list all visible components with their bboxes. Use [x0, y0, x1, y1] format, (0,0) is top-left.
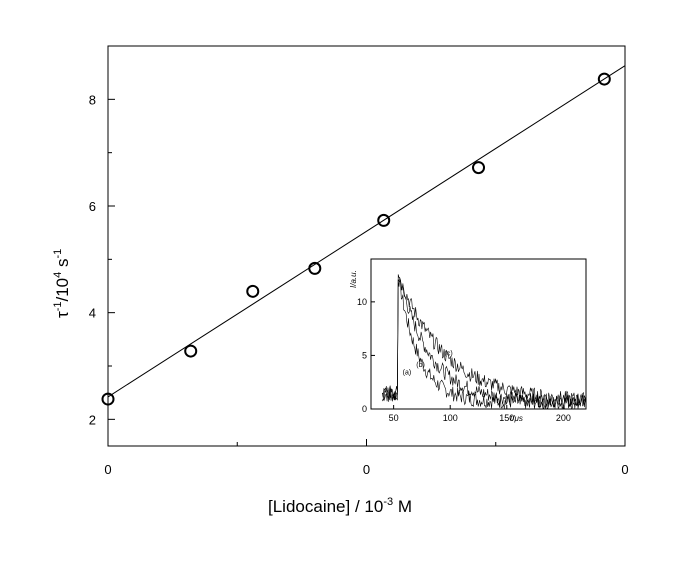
inset-y-tick-label: 5 [362, 350, 367, 360]
main-ticks: 0 0 0 2 4 6 8 [89, 45, 629, 477]
y-axis-title-exp2: 4 [52, 272, 64, 278]
y-axis-title-mid: /10 [53, 278, 72, 302]
x-axis-title-unit: M [393, 497, 412, 516]
inset-traces [382, 274, 587, 410]
x-tick-label: 0 [104, 462, 111, 477]
y-tick-label: 4 [89, 306, 96, 321]
inset-curve-label: (c) [445, 350, 453, 357]
inset-x-tick-label: 200 [556, 413, 571, 423]
y-tick-label: 2 [89, 412, 96, 427]
inset-x-tick-label: 100 [443, 413, 458, 423]
fit-line [107, 65, 626, 398]
main-points [101, 72, 611, 406]
inset-x-axis-title: t/μs [510, 414, 523, 423]
x-tick-label: 0 [621, 462, 628, 477]
inset-decay-trace [382, 279, 587, 408]
data-point [377, 213, 391, 227]
y-axis-title-exp3: -1 [52, 249, 64, 259]
x-axis-title-main: [Lidocaine] / 10 [268, 497, 383, 516]
inset-plot-frame [370, 258, 587, 410]
inset-curve-label: (b) [416, 362, 425, 369]
inset-ticks: 50 100 150 200 0 5 10 [357, 297, 571, 423]
data-point [101, 392, 115, 406]
inset-y-axis-title: I/a.u. [349, 270, 358, 288]
x-axis-title: [Lidocaine] / 10-3 M [268, 496, 412, 516]
y-tick-label: 6 [89, 199, 96, 214]
data-point [472, 161, 486, 175]
x-axis-title-exponent: -3 [383, 496, 393, 508]
y-tick-label: 8 [89, 92, 96, 107]
data-point [308, 261, 322, 275]
inset-x-tick-label: 50 [389, 413, 399, 423]
data-point [597, 72, 611, 86]
inset-decay-trace [382, 274, 587, 410]
inset-curve-label: (a) [403, 370, 412, 377]
inset-y-tick-label: 10 [357, 297, 367, 307]
inset-x-tick-label: 150 [499, 413, 514, 423]
inset-plot-background [371, 259, 586, 409]
x-tick-label: 0 [363, 462, 370, 477]
data-point [184, 344, 198, 358]
y-axis-title-tau: τ [53, 311, 72, 318]
y-axis-title-s: s [53, 259, 72, 272]
y-axis-title-exp1: -1 [52, 302, 64, 312]
inset-decay-trace [382, 277, 587, 410]
inset-curve-labels: (a) (b) (c) [403, 350, 453, 376]
inset-plot: 50 100 150 200 0 5 10 (a) (b) (c) t/μs I/a.u. [349, 258, 587, 423]
y-axis-title: τ-1/104 s-1 [52, 249, 72, 318]
inset-y-tick-label: 0 [362, 404, 367, 414]
data-point [246, 284, 260, 298]
